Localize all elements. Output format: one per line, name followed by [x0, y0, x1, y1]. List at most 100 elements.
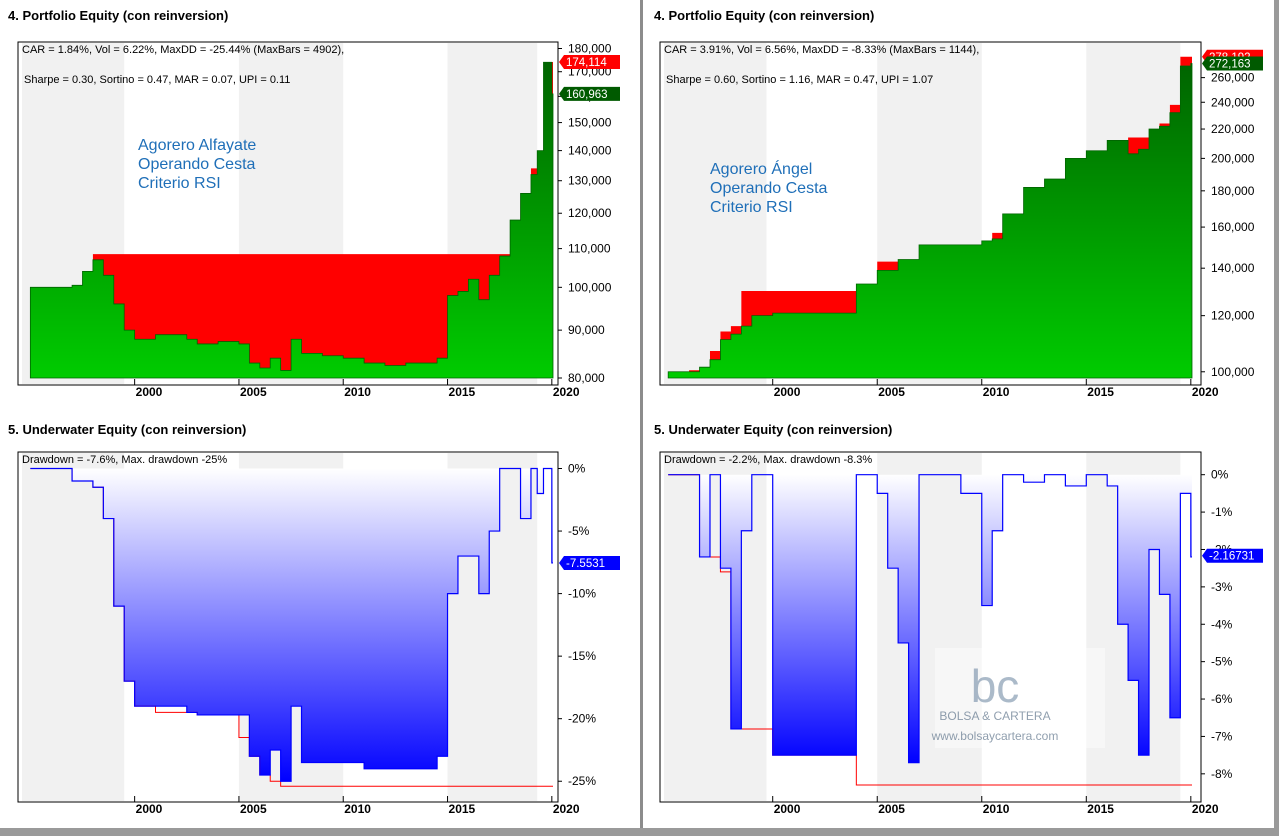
y-tick-label: 0%: [568, 462, 586, 476]
y-tick-label: -4%: [1211, 617, 1233, 631]
stats-line-2: Sharpe = 0.60, Sortino = 1.16, MAR = 0.4…: [666, 74, 933, 86]
y-tick-label: 100,000: [568, 280, 612, 294]
left-underwater-title: 5. Underwater Equity (con reinversion): [8, 422, 247, 437]
last-value-label-text: 160,963: [566, 89, 608, 101]
left-equity-title: 4. Portfolio Equity (con reinversion): [8, 8, 229, 23]
x-tick-label: 2010: [344, 802, 371, 816]
annotation-line: Agorero Ángel: [710, 159, 812, 178]
x-tick-label: 2010: [983, 385, 1010, 399]
peak-value-label: 174,114: [559, 54, 620, 69]
x-axis: 2000 2005 2010 2015 2020: [772, 796, 1219, 816]
max-drawdown-line: [668, 474, 1192, 786]
y-tick-label: 200,000: [1211, 151, 1255, 165]
y-tick-label: 180,000: [568, 41, 612, 55]
y-tick-label: -3%: [1211, 580, 1233, 594]
last-drawdown-label-text: -7.5531: [566, 558, 605, 570]
y-tick-label: -7%: [1211, 729, 1233, 743]
underwater-area: [668, 474, 1192, 763]
x-tick-label: 2010: [983, 802, 1010, 816]
y-tick-label: 220,000: [1211, 122, 1255, 136]
x-tick-label: 2020: [553, 802, 580, 816]
stats-line-1: CAR = 3.91%, Vol = 6.56%, MaxDD = -8.33%…: [664, 44, 979, 56]
y-tick-label: 80,000: [568, 371, 605, 385]
watermark-bg: [935, 648, 1105, 748]
right-equity-chart: 2000 2005 2010 2015 2020 100,000 120,000 140,00…: [659, 41, 1263, 399]
x-axis: 2000 2005 2010 2015 2020: [134, 379, 580, 399]
stats-line-2: Sharpe = 0.30, Sortino = 0.47, MAR = 0.0…: [24, 74, 290, 86]
last-value-label-text: 272,163: [1209, 59, 1251, 71]
y-tick-label: -6%: [1211, 692, 1233, 706]
stats-line-1: Drawdown = -2.2%, Max. drawdown -8.3%: [664, 454, 872, 466]
equity-area: [667, 63, 1193, 379]
x-tick-label: 2015: [449, 802, 476, 816]
x-tick-label: 2005: [240, 802, 267, 816]
x-tick-label: 2015: [1087, 385, 1114, 399]
y-tick-label: 120,000: [1211, 309, 1255, 323]
x-tick-label: 2005: [878, 802, 905, 816]
y-tick-label: 260,000: [1211, 71, 1255, 85]
annotation-line: Agorero Alfayate: [138, 137, 256, 154]
equity-area: [29, 61, 554, 379]
y-tick-label: -8%: [1211, 767, 1233, 781]
watermark-logo: bc: [971, 660, 1020, 712]
x-tick-label: 2010: [344, 385, 371, 399]
x-tick-label: 2020: [553, 385, 580, 399]
right-underwater-title: 5. Underwater Equity (con reinversion): [654, 422, 893, 437]
y-tick-label: 150,000: [568, 116, 612, 130]
y-axis: 0%-1%-2%-3%-4%-5%-6%-7%-8%: [1201, 468, 1233, 781]
last-value-label: 272,163: [1202, 56, 1263, 71]
y-tick-label: -25%: [568, 774, 596, 788]
x-tick-label: 2015: [1087, 802, 1114, 816]
watermark-name: BOLSA & CARTERA: [939, 709, 1050, 723]
x-axis: 2000 2005 2010 2015 2020: [772, 379, 1219, 399]
y-tick-label: -15%: [568, 649, 596, 663]
y-tick-label: 90,000: [568, 323, 605, 337]
x-tick-label: 2005: [240, 385, 267, 399]
x-tick-label: 2000: [136, 385, 163, 399]
y-tick-label: 120,000: [568, 206, 612, 220]
last-drawdown-label-bg: [559, 555, 620, 570]
y-tick-label: 110,000: [568, 242, 611, 256]
underwater-line: [668, 474, 1192, 764]
last-drawdown-label-bg: [1202, 548, 1263, 563]
x-tick-label: 2000: [774, 385, 801, 399]
x-tick-label: 2020: [1192, 802, 1219, 816]
drawdown-area: [30, 61, 553, 378]
peak-value-label-bg: [559, 54, 620, 69]
y-tick-label: -1%: [1211, 505, 1233, 519]
y-tick-label: -5%: [568, 524, 590, 538]
x-tick-label: 2000: [136, 802, 163, 816]
y-axis: 100,000 120,000 140,000 160,000 180,000 200,0…: [1201, 71, 1255, 379]
underwater-area: [30, 468, 553, 782]
frame-shadow-bottom: [0, 828, 1279, 836]
underwater-line: [30, 467, 553, 782]
right-equity-title: 4. Portfolio Equity (con reinversion): [654, 8, 875, 23]
last-value-label-bg: [559, 86, 620, 101]
y-tick-label: 240,000: [1211, 95, 1255, 109]
last-drawdown-label-text: -2.16731: [1209, 551, 1254, 563]
last-value-label-bg: [1202, 56, 1263, 71]
peak-value-label-text: 174,114: [566, 57, 607, 69]
y-tick-label: 130,000: [568, 174, 612, 188]
x-tick-label: 2000: [774, 802, 801, 816]
x-tick-label: 2005: [878, 385, 905, 399]
y-axis: 0% -5% -10% -15% -20% -25%: [558, 462, 596, 788]
stats-line-1: CAR = 1.84%, Vol = 6.22%, MaxDD = -25.44…: [22, 44, 344, 56]
last-drawdown-label: -7.5531: [559, 555, 620, 570]
x-tick-label: 2020: [1192, 385, 1219, 399]
y-tick-label: 140,000: [1211, 261, 1255, 275]
x-axis: 2000 2005 2010 2015 2020: [134, 796, 580, 816]
y-tick-label: -5%: [1211, 655, 1233, 669]
y-tick-label: 160,000: [1211, 220, 1255, 234]
y-tick-label: 100,000: [1211, 365, 1255, 379]
last-drawdown-label: -2.16731: [1202, 548, 1263, 563]
y-tick-label: 140,000: [568, 144, 612, 158]
last-value-label: 160,963: [559, 86, 620, 101]
annotation-line: Criterio RSI: [138, 175, 221, 192]
annotation-line: Operando Cesta: [138, 156, 256, 173]
annotation-line: Criterio RSI: [710, 199, 793, 216]
left-underwater-chart: 2000 2005 2010 2015 2020 0% -5% -10% -15% -20% -25…: [17, 451, 620, 816]
annotation-line: Operando Cesta: [710, 180, 828, 197]
